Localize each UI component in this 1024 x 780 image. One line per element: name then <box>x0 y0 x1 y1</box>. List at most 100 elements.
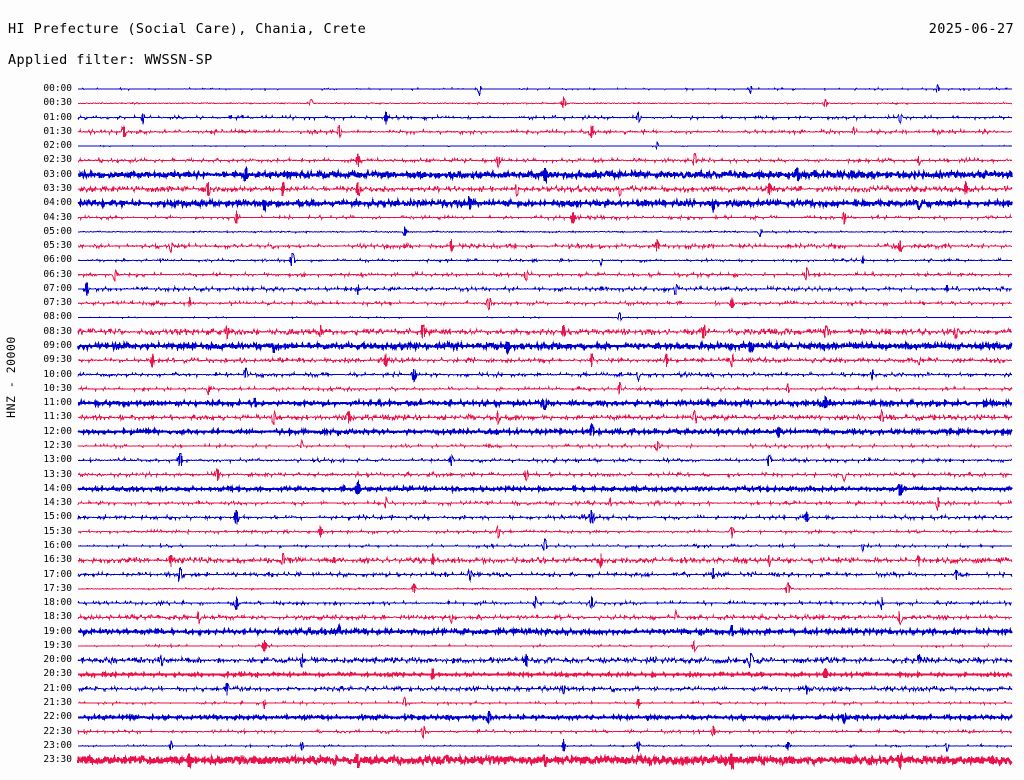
time-tick-label: 18:30 <box>43 611 72 623</box>
trace-row <box>77 479 1013 497</box>
time-tick-label: 04:00 <box>43 197 72 209</box>
time-tick-label: 05:30 <box>43 240 72 252</box>
trace-row <box>77 725 1013 739</box>
trace-row <box>77 124 1012 140</box>
time-tick-label: 06:30 <box>43 268 72 280</box>
time-tick-label: 21:00 <box>43 682 72 694</box>
time-tick-label: 06:00 <box>43 254 72 266</box>
trace-row <box>77 608 1013 626</box>
time-tick-label: 00:00 <box>43 83 72 94</box>
trace-row <box>77 566 1013 583</box>
time-tick-label: 01:30 <box>43 125 72 137</box>
trace-row <box>77 581 1012 594</box>
time-tick-label: 23:30 <box>43 754 72 766</box>
trace-row <box>77 639 1013 653</box>
trace-row <box>77 111 1013 125</box>
trace-row <box>77 452 1012 467</box>
trace-row <box>77 667 1013 680</box>
time-tick-label: 02:00 <box>43 140 72 152</box>
time-tick-label: 01:00 <box>43 111 72 123</box>
time-tick-label: 09:30 <box>43 354 72 366</box>
time-tick-label: 04:30 <box>43 211 72 223</box>
time-tick-label: 03:30 <box>43 182 72 194</box>
trace-row <box>77 510 1013 525</box>
trace-row <box>77 538 1012 554</box>
trace-row <box>77 83 1012 97</box>
time-tick-label: 21:30 <box>43 697 72 709</box>
time-tick-label: 12:00 <box>43 425 72 437</box>
time-tick-label: 11:00 <box>43 397 72 409</box>
time-tick-label: 20:00 <box>43 654 72 666</box>
time-tick-label: 18:00 <box>43 597 72 609</box>
time-tick-label: 23:00 <box>43 739 72 751</box>
trace-row <box>77 595 1012 611</box>
time-tick-label: 13:00 <box>43 454 72 466</box>
trace-row <box>77 409 1013 426</box>
time-tick-label: 05:00 <box>43 225 72 237</box>
time-tick-label: 17:30 <box>43 582 72 594</box>
time-tick-label: 08:30 <box>43 325 72 337</box>
time-tick-label: 16:00 <box>43 539 72 551</box>
time-tick-label: 08:00 <box>43 311 72 323</box>
trace-row <box>77 141 1012 150</box>
time-axis-ticks: 00:00 00:30 01:00 01:30 02:00 02:30 03:00 03:30… <box>22 78 72 778</box>
trace-row <box>77 253 1012 268</box>
time-tick-label: 02:30 <box>43 154 72 166</box>
time-tick-label: 14:30 <box>43 497 72 509</box>
time-tick-label: 10:30 <box>43 382 72 394</box>
trace-row <box>77 739 1013 753</box>
time-tick-label: 14:00 <box>43 482 72 494</box>
trace-row <box>77 366 1013 383</box>
time-tick-label: 19:00 <box>43 625 72 637</box>
helicorder-plot: 00:00 00:30 01:00 01:30 02:00 02:30 03:00 03:30… <box>0 78 1024 778</box>
trace-row <box>77 165 1013 185</box>
trace-row <box>77 324 1013 340</box>
trace-row <box>77 239 1012 254</box>
time-tick-label: 15:30 <box>43 525 72 537</box>
trace-row <box>77 711 1013 725</box>
time-tick-label: 07:30 <box>43 297 72 309</box>
trace-row <box>77 95 1013 108</box>
time-tick-label: 00:30 <box>43 97 72 109</box>
time-tick-label: 22:30 <box>43 725 72 737</box>
trace-row <box>77 153 1013 169</box>
trace-row <box>77 552 1013 569</box>
time-tick-label: 15:00 <box>43 511 72 523</box>
record-date: 2025-06-27 <box>928 21 1014 37</box>
time-tick-label: 09:00 <box>43 340 72 352</box>
trace-row <box>77 296 1013 311</box>
trace-row <box>77 339 1013 356</box>
trace-row <box>77 395 1013 411</box>
trace-row <box>77 622 1013 638</box>
time-tick-label: 19:30 <box>43 639 72 651</box>
trace-row <box>77 180 1013 198</box>
seismogram-traces <box>77 83 1013 771</box>
time-tick-label: 03:00 <box>43 168 72 180</box>
trace-row <box>77 524 1012 539</box>
time-tick-label: 17:00 <box>43 568 72 580</box>
trace-row <box>77 266 1013 282</box>
trace-row <box>77 468 1012 483</box>
trace-row <box>77 280 1012 296</box>
time-tick-label: 07:00 <box>43 282 72 294</box>
trace-row <box>77 353 1012 369</box>
trace-row <box>77 226 1012 238</box>
time-tick-label: 12:30 <box>43 440 72 451</box>
trace-row <box>77 682 1013 696</box>
applied-filter-label: Applied filter: WWSSN-SP <box>8 52 213 68</box>
trace-row <box>77 210 1013 225</box>
time-tick-label: 20:30 <box>43 668 72 680</box>
trace-row <box>77 381 1013 396</box>
trace-row <box>77 696 1013 710</box>
time-tick-label: 13:30 <box>43 468 72 480</box>
trace-row <box>77 752 1013 771</box>
time-tick-label: 11:30 <box>43 411 72 423</box>
trace-row <box>77 422 1013 439</box>
time-tick-label: 10:00 <box>43 368 72 380</box>
page-title: HI Prefecture (Social Care), Chania, Cre… <box>8 21 367 37</box>
trace-row <box>77 496 1012 512</box>
trace-row <box>77 311 1012 322</box>
trace-row <box>77 652 1013 670</box>
trace-row <box>77 438 1012 452</box>
